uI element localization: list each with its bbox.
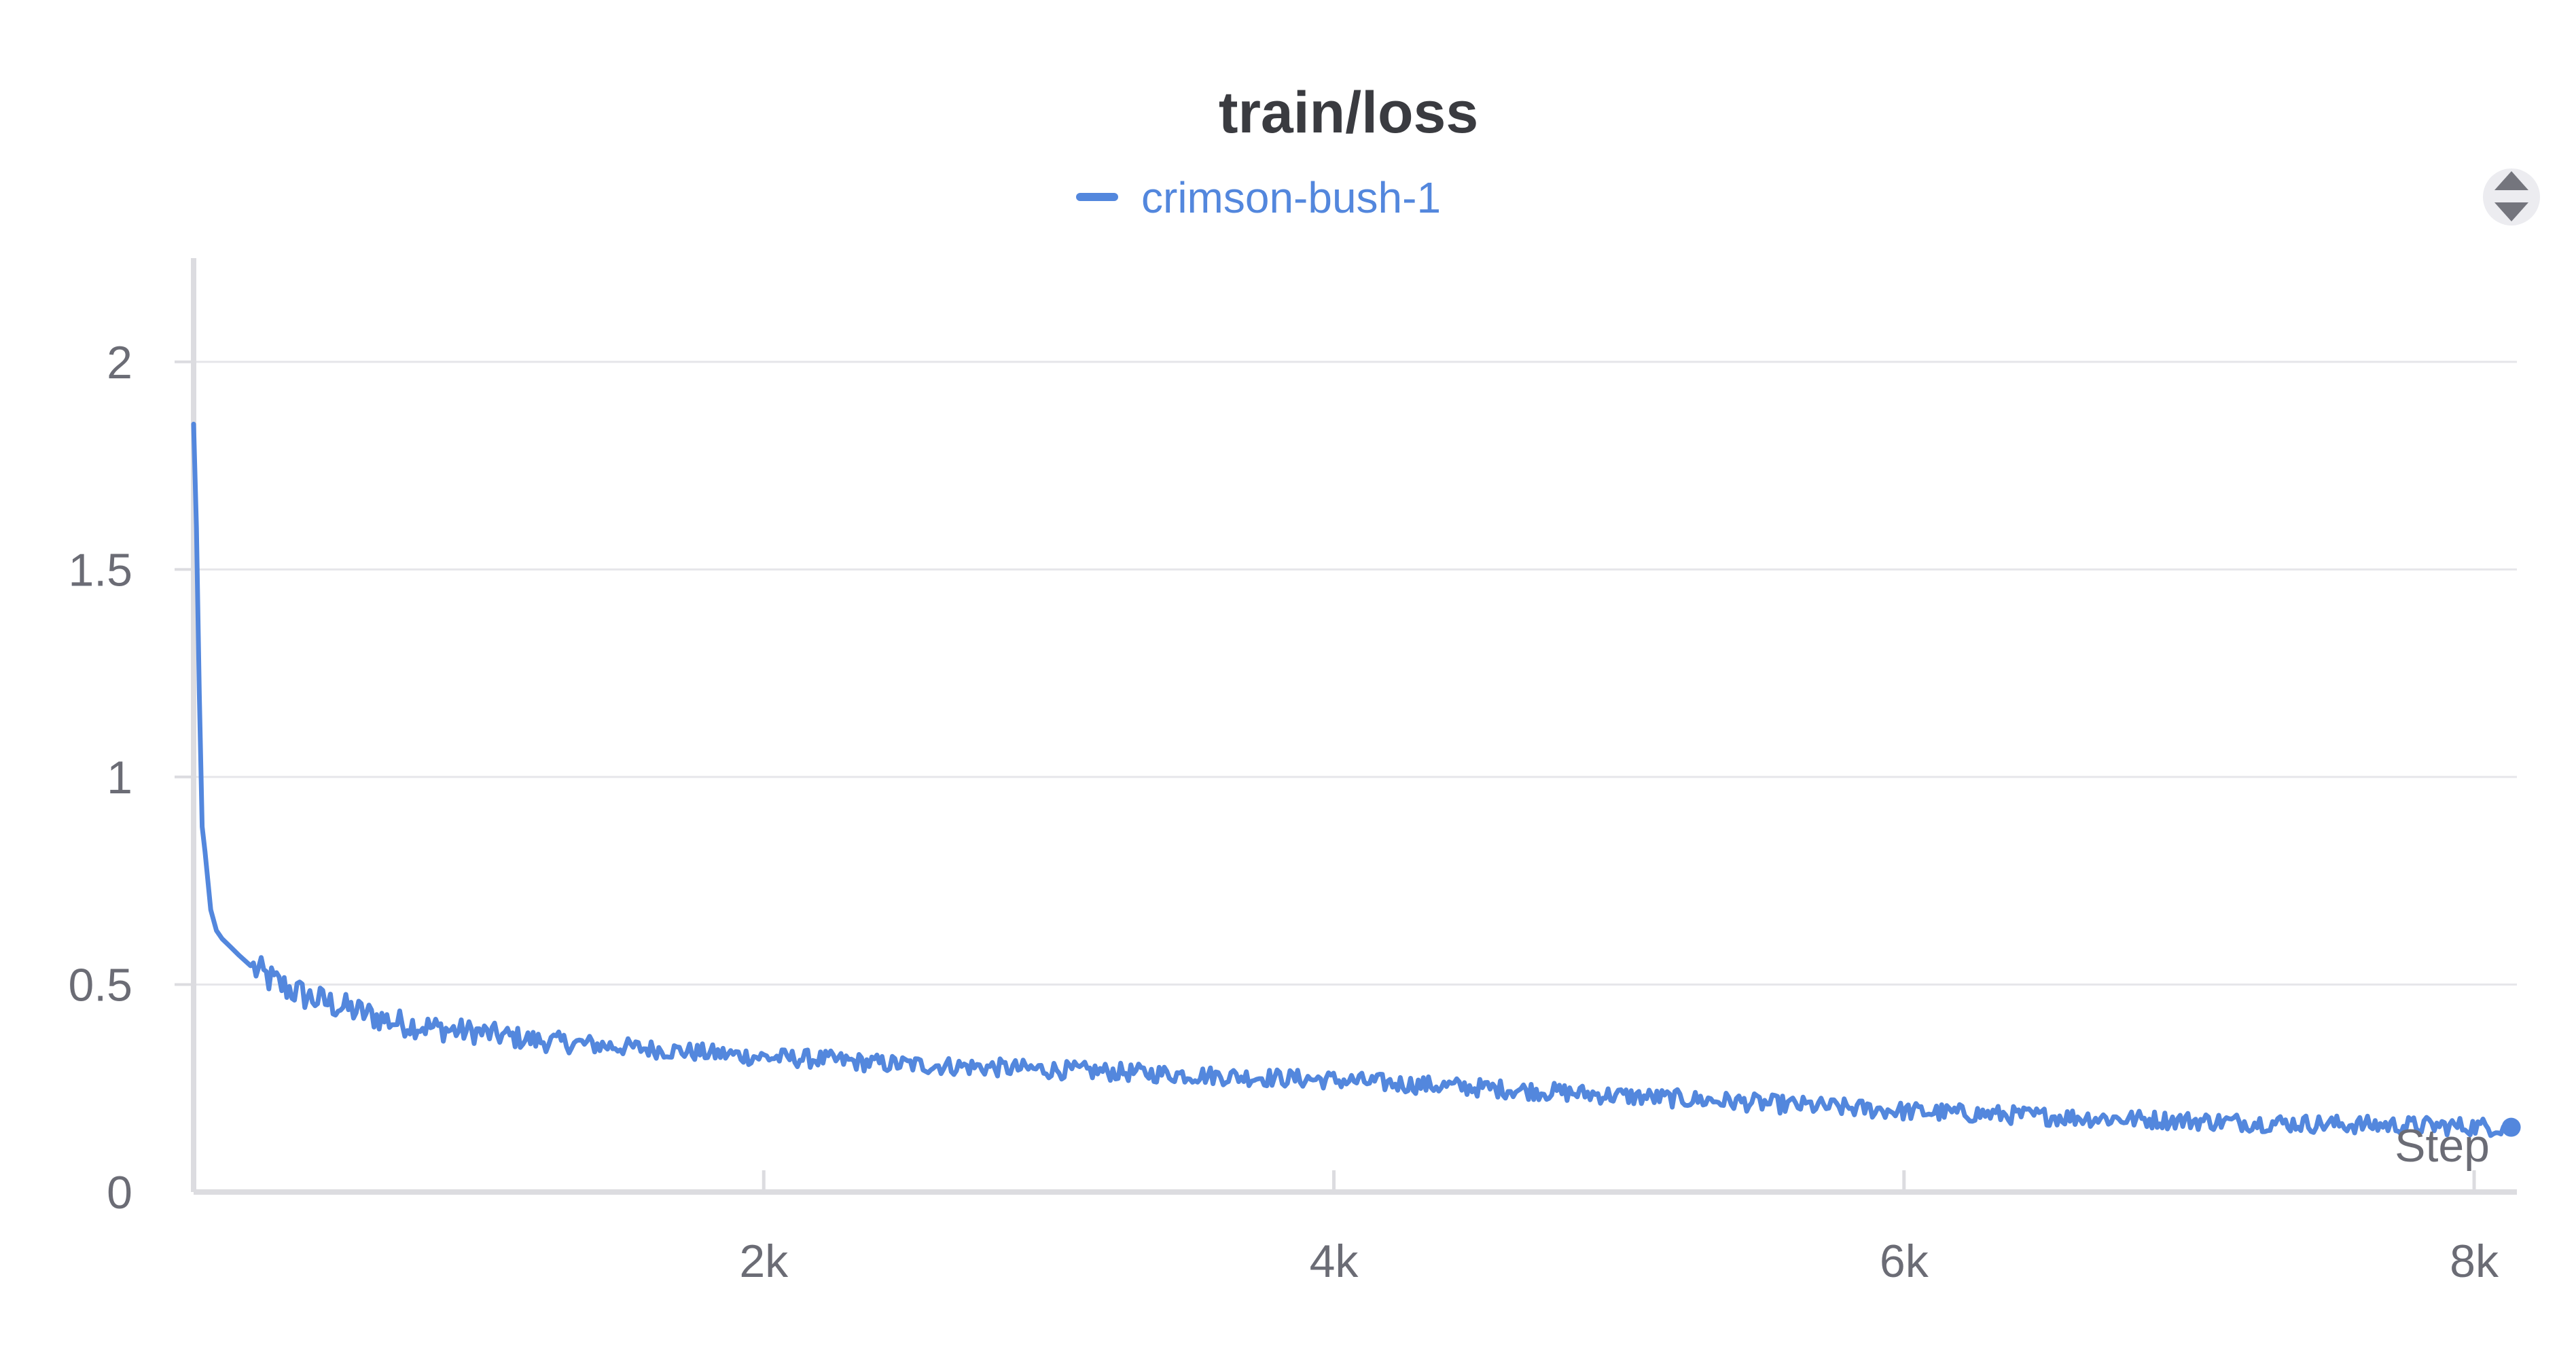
legend-label[interactable]: crimson-bush-1 (1141, 173, 1441, 222)
x-tick-label-3: 8k (2450, 1235, 2499, 1287)
y-axis-ticks: 0 0.5 1 1.5 2 (68, 337, 194, 1219)
series-end-marker (2501, 1117, 2521, 1137)
y-tick-label-3: 1.5 (68, 544, 132, 596)
sort-updown-icon[interactable] (2483, 168, 2540, 226)
legend[interactable]: crimson-bush-1 (1076, 173, 1441, 222)
y-tick-label-4: 2 (107, 337, 132, 389)
y-tick-label-2: 1 (107, 752, 132, 804)
y-tick-label-1: 0.5 (68, 959, 132, 1011)
x-axis-title: Step (2395, 1120, 2490, 1172)
x-axis-ticks: 2k 4k 6k 8k (739, 1170, 2499, 1287)
y-tick-label-0: 0 (107, 1167, 132, 1219)
x-tick-label-0: 2k (739, 1235, 789, 1287)
chart-title: train/loss (1219, 80, 1478, 145)
grid-lines (194, 361, 2517, 986)
x-tick-label-2: 6k (1880, 1235, 1929, 1287)
x-tick-label-1: 4k (1310, 1235, 1359, 1287)
axes (191, 258, 2517, 1195)
series-line-crimson-bush-1[interactable] (191, 421, 2514, 1138)
